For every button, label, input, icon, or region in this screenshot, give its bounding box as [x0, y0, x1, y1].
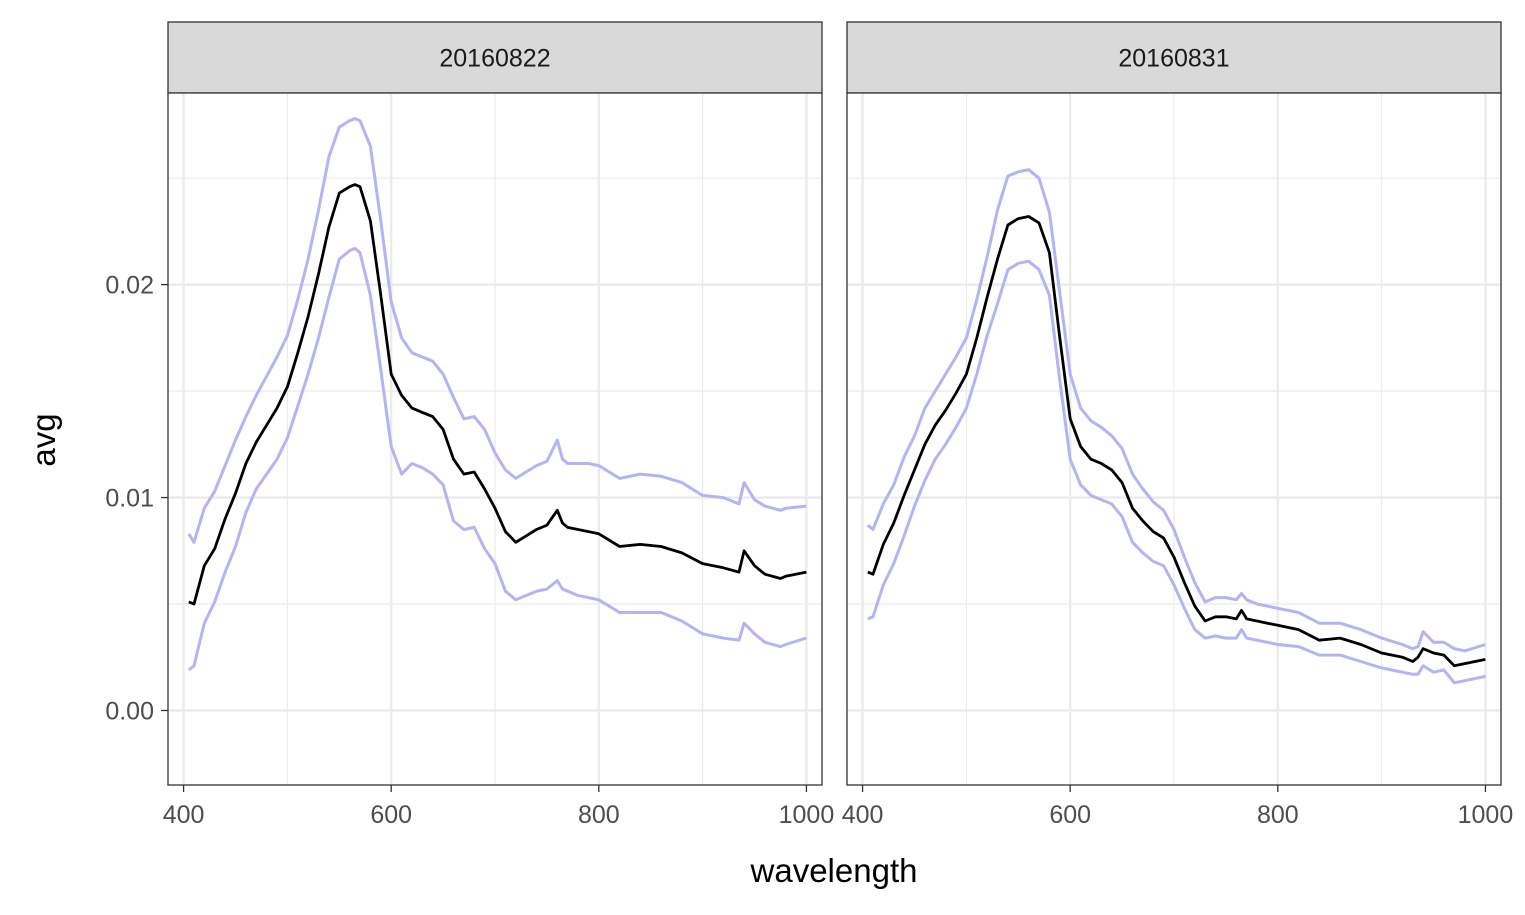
y-axis-title: avg [25, 413, 62, 466]
mean-line [867, 215, 1486, 668]
x-tick-label: 800 [1257, 801, 1299, 829]
panel-border [167, 92, 823, 786]
x-tick-label: 1000 [779, 801, 835, 829]
facet-strip [846, 21, 1502, 94]
panel-border [846, 92, 1502, 786]
facet-strip-label: 20160831 [1118, 45, 1229, 73]
x-tick-label: 1000 [1458, 801, 1514, 829]
lower-line [867, 259, 1486, 685]
x-tick-label: 600 [370, 801, 412, 829]
x-tick-label: 400 [842, 801, 884, 829]
y-axis: 0.00 0.01 0.02 [105, 272, 168, 725]
mean-line [188, 183, 807, 606]
x-axis-title: wavelength [750, 852, 918, 889]
upper-line [187, 117, 807, 544]
panel-2: 20160831 400 600 800 1000 [842, 21, 1514, 829]
panels-layer: 20160822 400 600 800 1000 20160831 400 600 800 10… [163, 21, 1514, 829]
facet-strip [167, 21, 823, 94]
facet-strip-label: 20160822 [439, 45, 550, 73]
x-tick-label: 600 [1049, 801, 1091, 829]
x-tick-label: 800 [578, 801, 620, 829]
y-tick-label: 0.02 [105, 272, 154, 300]
y-tick-label: 0.00 [105, 697, 154, 725]
y-tick-label: 0.01 [105, 485, 154, 513]
upper-line [866, 168, 1486, 653]
lower-line [187, 246, 807, 672]
panel-1: 20160822 400 600 800 1000 [163, 21, 835, 829]
x-tick-label: 400 [163, 801, 205, 829]
